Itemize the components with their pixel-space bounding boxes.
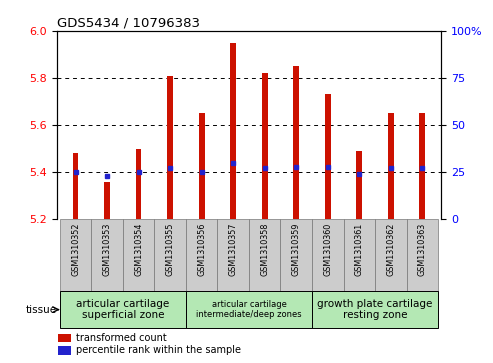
Text: GSM1310357: GSM1310357 [229, 223, 238, 276]
Text: GSM1310361: GSM1310361 [355, 223, 364, 276]
Text: GSM1310353: GSM1310353 [103, 223, 111, 276]
Text: GSM1310360: GSM1310360 [323, 223, 332, 276]
Bar [344, 219, 375, 291]
Text: percentile rank within the sample: percentile rank within the sample [75, 345, 241, 355]
Bar [281, 219, 312, 291]
Bar [262, 73, 268, 219]
Bar [91, 219, 123, 291]
Bar [312, 291, 438, 329]
Bar [293, 66, 299, 219]
Bar [186, 219, 217, 291]
Bar [60, 219, 91, 291]
Bar [136, 148, 141, 219]
Text: GSM1310363: GSM1310363 [418, 223, 427, 276]
Bar [407, 219, 438, 291]
Bar [58, 334, 71, 342]
Bar [375, 219, 407, 291]
Text: growth plate cartilage
resting zone: growth plate cartilage resting zone [317, 299, 433, 321]
Bar [73, 153, 78, 219]
Bar [154, 219, 186, 291]
Text: articular cartilage
intermediate/deep zones: articular cartilage intermediate/deep zo… [196, 300, 302, 319]
Bar [420, 113, 425, 219]
Text: GSM1310354: GSM1310354 [134, 223, 143, 276]
Bar [249, 219, 281, 291]
Bar [186, 291, 312, 329]
Bar [105, 182, 110, 219]
Text: GSM1310358: GSM1310358 [260, 223, 269, 276]
Text: transformed count: transformed count [75, 333, 166, 343]
Bar [58, 346, 71, 355]
Bar [217, 219, 249, 291]
Bar [388, 113, 393, 219]
Text: GSM1310359: GSM1310359 [292, 223, 301, 276]
Text: GSM1310362: GSM1310362 [387, 223, 395, 276]
Bar [312, 219, 344, 291]
Bar [356, 151, 362, 219]
Text: GSM1310352: GSM1310352 [71, 223, 80, 276]
Text: GSM1310355: GSM1310355 [166, 223, 175, 276]
Bar [167, 76, 173, 219]
Bar [123, 219, 154, 291]
Bar [325, 94, 331, 219]
Text: articular cartilage
superficial zone: articular cartilage superficial zone [76, 299, 170, 321]
Bar [60, 291, 186, 329]
Text: GSM1310356: GSM1310356 [197, 223, 206, 276]
Text: GDS5434 / 10796383: GDS5434 / 10796383 [57, 17, 200, 30]
Bar [230, 42, 236, 219]
Text: tissue: tissue [26, 305, 57, 315]
Bar [199, 113, 205, 219]
